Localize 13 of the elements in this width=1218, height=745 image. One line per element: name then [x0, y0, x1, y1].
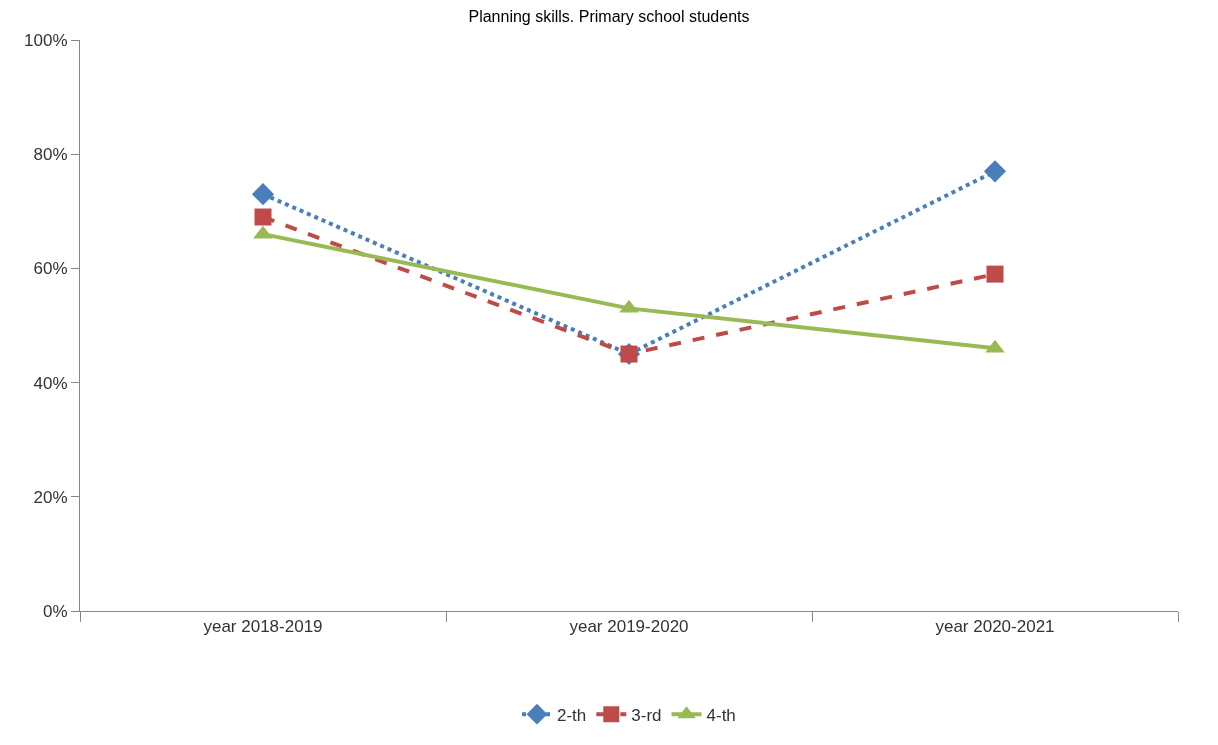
chart-title: Planning skills. Primary school students [468, 8, 750, 26]
x-tick-label: year 2019-2020 [569, 617, 689, 637]
y-tick-label: 60% [33, 259, 68, 279]
y-tick-label: 40% [33, 373, 68, 393]
y-tick-label: 0% [43, 601, 68, 621]
legend-label: 4-th [706, 705, 736, 725]
legend-label: 3-rd [631, 705, 662, 725]
x-tick-label: year 2020-2021 [935, 617, 1055, 637]
y-tick-label: 20% [33, 487, 68, 507]
y-tick-label: 100% [24, 30, 68, 50]
x-tick-label: year 2018-2019 [203, 617, 323, 637]
legend-label: 2-th [557, 705, 587, 725]
y-tick-label: 80% [33, 145, 68, 165]
